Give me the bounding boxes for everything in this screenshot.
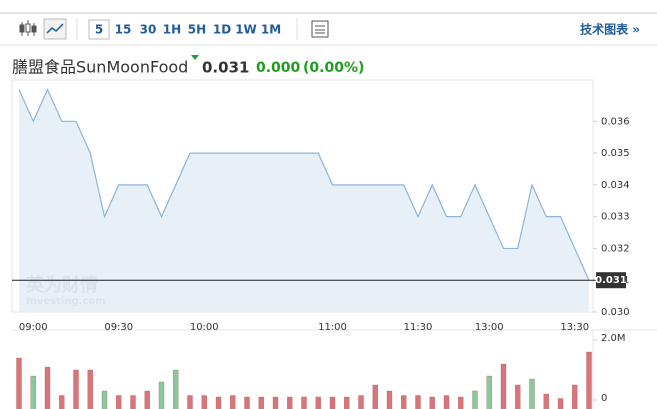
volume-bar bbox=[472, 390, 478, 409]
x-tick-label: 11:30 bbox=[404, 322, 433, 333]
change: 0.000 bbox=[256, 60, 301, 76]
volume-bar bbox=[329, 396, 336, 409]
volume-bar bbox=[529, 378, 535, 409]
x-tick-label: 09:00 bbox=[19, 322, 48, 333]
price: 0.031 bbox=[202, 59, 249, 77]
x-tick-label: 09:30 bbox=[104, 322, 133, 333]
volume-bar bbox=[287, 396, 293, 409]
volume-bar bbox=[358, 395, 364, 409]
y-tick-label: 0 bbox=[601, 393, 607, 404]
volume-bar bbox=[187, 395, 193, 409]
volume-bar bbox=[401, 395, 407, 409]
interval-button[interactable]: 1M bbox=[261, 23, 281, 37]
volume-bar bbox=[44, 366, 51, 409]
volume-bar bbox=[215, 396, 222, 409]
last-price-label: 0.031 bbox=[595, 275, 627, 286]
x-tick-label: 11:00 bbox=[318, 322, 347, 333]
volume-bar bbox=[87, 369, 93, 409]
volume-bar bbox=[301, 396, 307, 409]
volume-bar bbox=[201, 395, 207, 409]
volume-bar bbox=[116, 395, 122, 409]
volume-bar bbox=[30, 375, 36, 409]
interval-button[interactable]: 5 bbox=[95, 23, 103, 37]
interval-button[interactable]: 30 bbox=[140, 23, 157, 37]
volume-bar bbox=[458, 396, 464, 409]
volume-bar bbox=[59, 395, 65, 409]
y-tick-label: 0.036 bbox=[601, 116, 630, 127]
technical-chart-link[interactable]: 技术图表 » bbox=[580, 22, 640, 37]
volume-bar bbox=[244, 396, 250, 409]
volume-bar bbox=[230, 395, 236, 409]
candle-icon[interactable] bbox=[19, 20, 37, 36]
y-tick-label: 0.034 bbox=[601, 180, 630, 191]
change-pct: (0.00%) bbox=[303, 60, 364, 76]
volume-bar bbox=[500, 363, 507, 409]
interval-button[interactable]: 1H bbox=[163, 23, 181, 37]
interval-button[interactable]: 1D bbox=[213, 23, 231, 37]
volume-bar bbox=[272, 396, 279, 409]
interval-button[interactable]: 1W bbox=[235, 23, 257, 37]
volume-bar bbox=[144, 390, 150, 409]
line-icon[interactable] bbox=[43, 18, 67, 40]
volume-bar bbox=[372, 384, 378, 409]
volume-bar bbox=[386, 390, 393, 409]
volume-bar bbox=[515, 384, 521, 409]
volume-bar bbox=[101, 390, 108, 409]
y-tick-label: 0.030 bbox=[601, 307, 630, 318]
volume-bar bbox=[16, 357, 22, 409]
interval-button[interactable]: 15 bbox=[115, 23, 132, 37]
volume-bar bbox=[543, 393, 549, 409]
volume-bar bbox=[73, 369, 79, 409]
x-tick-label: 13:00 bbox=[475, 322, 504, 333]
down-marker bbox=[191, 55, 199, 60]
instrument-name: 膳盟食品SunMoonFood bbox=[12, 58, 188, 77]
volume-bar bbox=[315, 396, 321, 409]
x-tick-label: 13:30 bbox=[560, 322, 589, 333]
interval-button[interactable]: 5H bbox=[188, 23, 206, 37]
last-price-box bbox=[596, 272, 626, 289]
volume-bar bbox=[415, 395, 421, 409]
volume-bar bbox=[557, 398, 564, 409]
volume-bar bbox=[443, 395, 450, 409]
settings-icon[interactable] bbox=[311, 20, 329, 38]
volume-bar bbox=[344, 396, 350, 409]
volume-bar bbox=[486, 375, 492, 409]
area-fill bbox=[19, 89, 589, 313]
price-line bbox=[18, 88, 590, 281]
volume-bar bbox=[258, 396, 264, 409]
y-tick-label: 0.033 bbox=[601, 212, 630, 223]
y-tick-label: 0.032 bbox=[601, 243, 630, 254]
volume-bar bbox=[173, 369, 179, 409]
volume-bar bbox=[572, 384, 578, 409]
volume-bar bbox=[130, 395, 136, 409]
y-tick-label: 2.0M bbox=[601, 333, 626, 344]
volume-bar bbox=[429, 396, 435, 409]
volume-bar bbox=[158, 381, 165, 409]
x-tick-label: 10:00 bbox=[190, 322, 219, 333]
interval-selected[interactable] bbox=[88, 19, 110, 40]
volume-bar bbox=[586, 351, 592, 409]
y-tick-label: 0.035 bbox=[601, 148, 630, 159]
